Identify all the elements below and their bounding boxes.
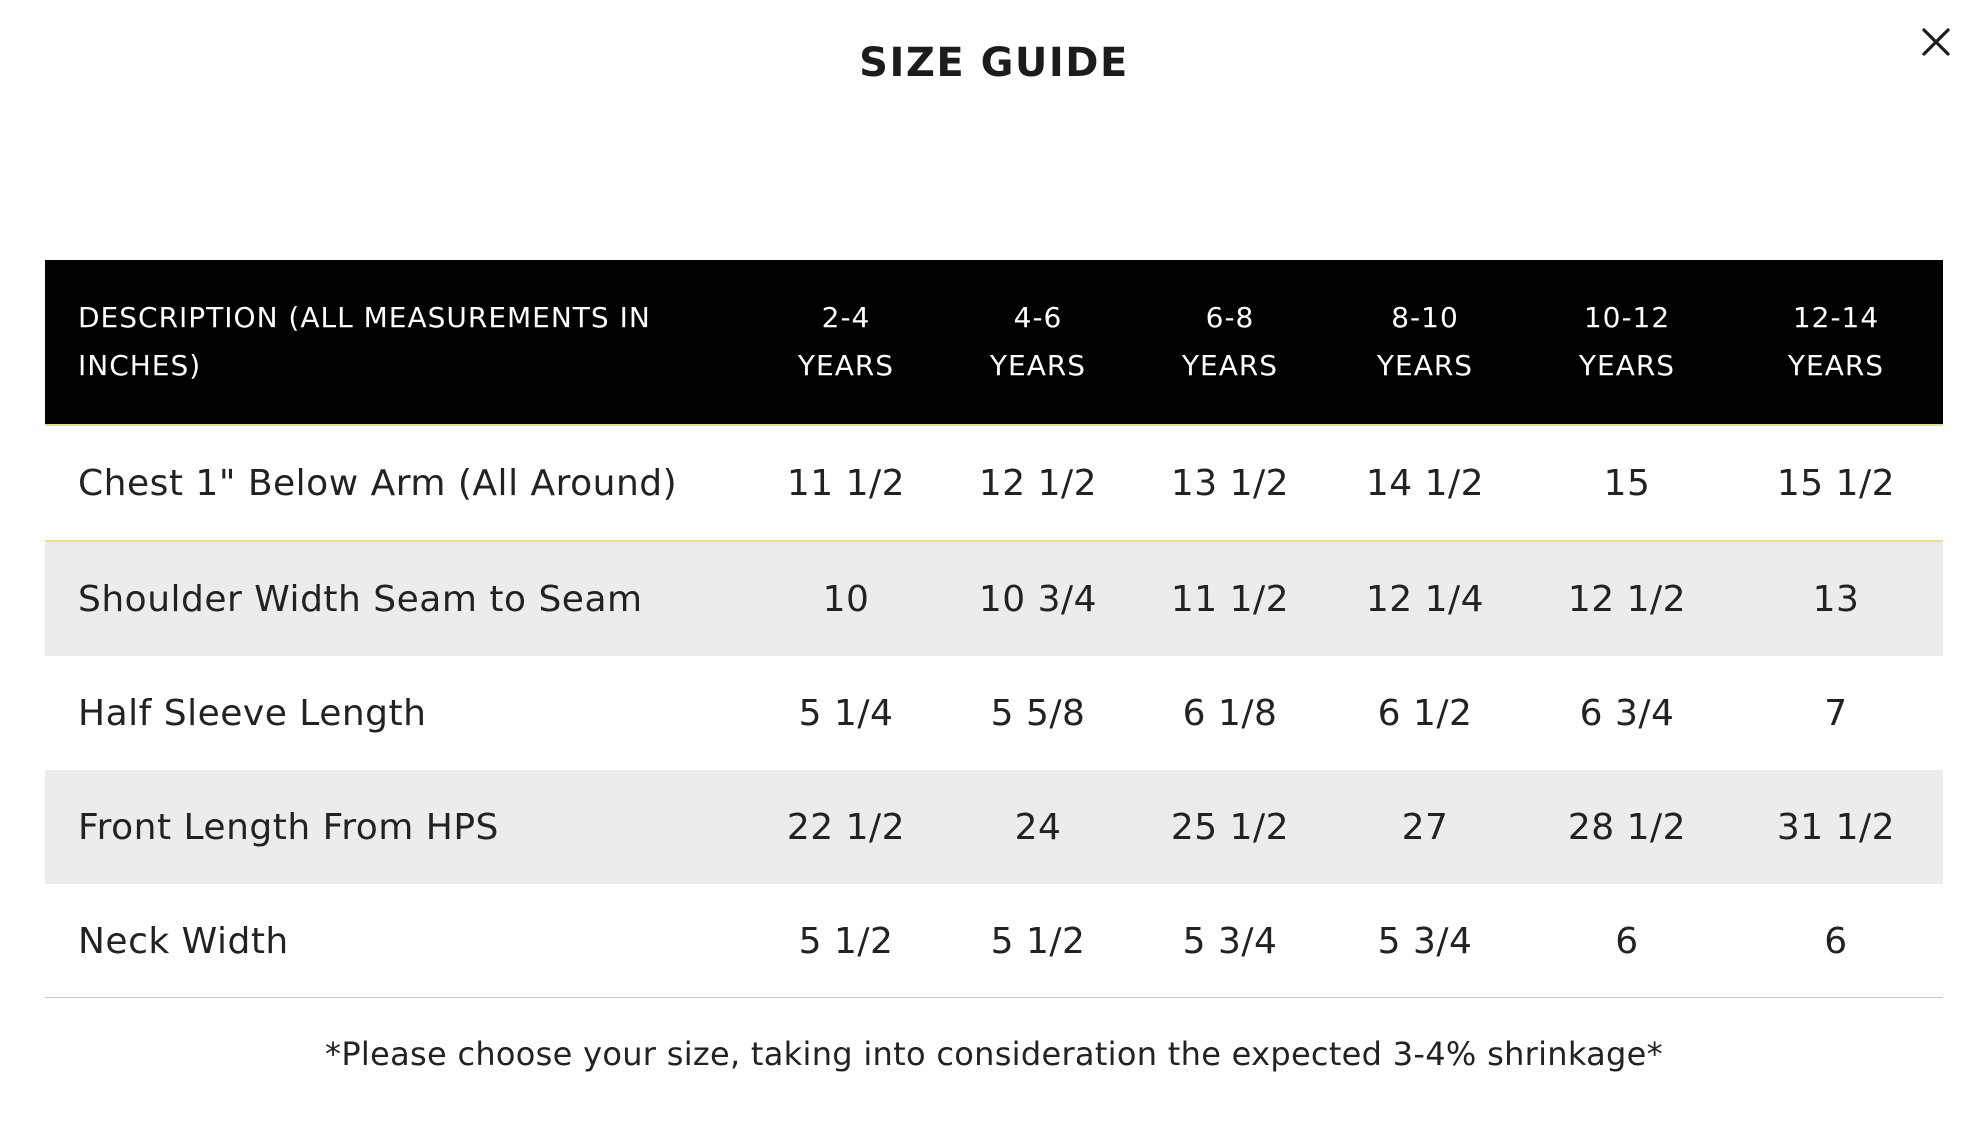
header-size-unit: YEARS [989, 349, 1087, 382]
table-cell: 13 [1812, 578, 1860, 620]
table-bottom-divider [45, 997, 1943, 998]
header-size-unit: YEARS [1181, 349, 1279, 382]
table-cell: 11 1/2 [1170, 578, 1290, 620]
table-cell: 15 1/2 [1729, 425, 1943, 542]
header-size-6-8: 6-8 YEARS [1135, 260, 1325, 426]
table-cell: 6 3/4 [1579, 692, 1675, 734]
table-cell: 12 1/2 [941, 425, 1135, 542]
header-size-range: 12-14 [1792, 301, 1880, 334]
header-size-12-14: 12-14 YEARS [1729, 260, 1943, 426]
row-label: Front Length From HPS [78, 806, 499, 848]
table-cell: 28 1/2 [1567, 806, 1687, 848]
header-size-range: 4-6 [1013, 301, 1063, 334]
table-cell: 5 5/8 [990, 692, 1086, 734]
header-size-8-10: 8-10 YEARS [1325, 260, 1525, 426]
table-cell: 25 1/2 [1170, 806, 1290, 848]
header-description: DESCRIPTION (ALL MEASUREMENTS IN INCHES) [45, 260, 751, 426]
table-cell: 31 1/2 [1776, 806, 1896, 848]
size-guide-table-wrapper: DESCRIPTION (ALL MEASUREMENTS IN INCHES)… [45, 260, 1943, 998]
close-icon [1922, 28, 1950, 56]
table-row: Chest 1" Below Arm (All Around) 11 1/2 1… [45, 425, 1943, 542]
table-cell: 13 1/2 [1135, 425, 1325, 542]
table-row: Half Sleeve Length 5 1/4 5 5/8 6 1/8 6 1… [45, 656, 1943, 770]
table-cell: 6 1/8 [1182, 692, 1278, 734]
table-row: Neck Width 5 1/2 5 1/2 5 3/4 5 3/4 6 6 [45, 884, 1943, 998]
close-button[interactable] [1912, 18, 1960, 66]
header-size-unit: YEARS [1376, 349, 1474, 382]
header-description-line: INCHES) [78, 349, 202, 382]
modal-title: SIZE GUIDE [859, 40, 1129, 86]
header-size-range: 6-8 [1205, 301, 1255, 334]
header-size-range: 10-12 [1583, 301, 1671, 334]
table-cell: 6 [1615, 920, 1639, 962]
table-cell: 12 1/4 [1365, 578, 1485, 620]
table-cell: 27 [1401, 806, 1449, 848]
size-guide-table: DESCRIPTION (ALL MEASUREMENTS IN INCHES)… [45, 260, 1943, 998]
table-cell: 6 [1824, 920, 1848, 962]
header-size-2-4: 2-4 YEARS [751, 260, 941, 426]
table-cell: 5 1/2 [990, 920, 1086, 962]
table-row: Front Length From HPS 22 1/2 24 25 1/2 2… [45, 770, 1943, 884]
header-size-4-6: 4-6 YEARS [941, 260, 1135, 426]
header-size-unit: YEARS [797, 349, 895, 382]
header-size-10-12: 10-12 YEARS [1525, 260, 1729, 426]
header-size-range: 2-4 [821, 301, 871, 334]
table-cell: 6 1/2 [1377, 692, 1473, 734]
table-header-row: DESCRIPTION (ALL MEASUREMENTS IN INCHES)… [45, 260, 1943, 426]
row-label: Chest 1" Below Arm (All Around) [45, 425, 751, 542]
table-cell: 5 3/4 [1182, 920, 1278, 962]
table-cell: 12 1/2 [1567, 578, 1687, 620]
header-description-line: DESCRIPTION (ALL MEASUREMENTS IN [78, 301, 651, 334]
row-label: Shoulder Width Seam to Seam [78, 578, 643, 620]
header-size-range: 8-10 [1391, 301, 1459, 334]
row-label: Half Sleeve Length [78, 692, 427, 734]
table-cell: 24 [1014, 806, 1062, 848]
table-cell: 10 3/4 [978, 578, 1098, 620]
table-cell: 10 [822, 578, 870, 620]
header-size-unit: YEARS [1787, 349, 1885, 382]
shrinkage-note: *Please choose your size, taking into co… [325, 1035, 1663, 1073]
row-label: Neck Width [78, 920, 289, 962]
table-cell: 11 1/2 [751, 425, 941, 542]
table-cell: 5 3/4 [1377, 920, 1473, 962]
table-row: Shoulder Width Seam to Seam 10 10 3/4 11… [45, 541, 1943, 656]
header-size-unit: YEARS [1578, 349, 1676, 382]
table-cell: 5 1/2 [798, 920, 894, 962]
table-cell: 15 [1525, 425, 1729, 542]
table-cell: 5 1/4 [798, 692, 894, 734]
table-cell: 22 1/2 [786, 806, 906, 848]
table-cell: 7 [1824, 692, 1848, 734]
table-cell: 14 1/2 [1325, 425, 1525, 542]
